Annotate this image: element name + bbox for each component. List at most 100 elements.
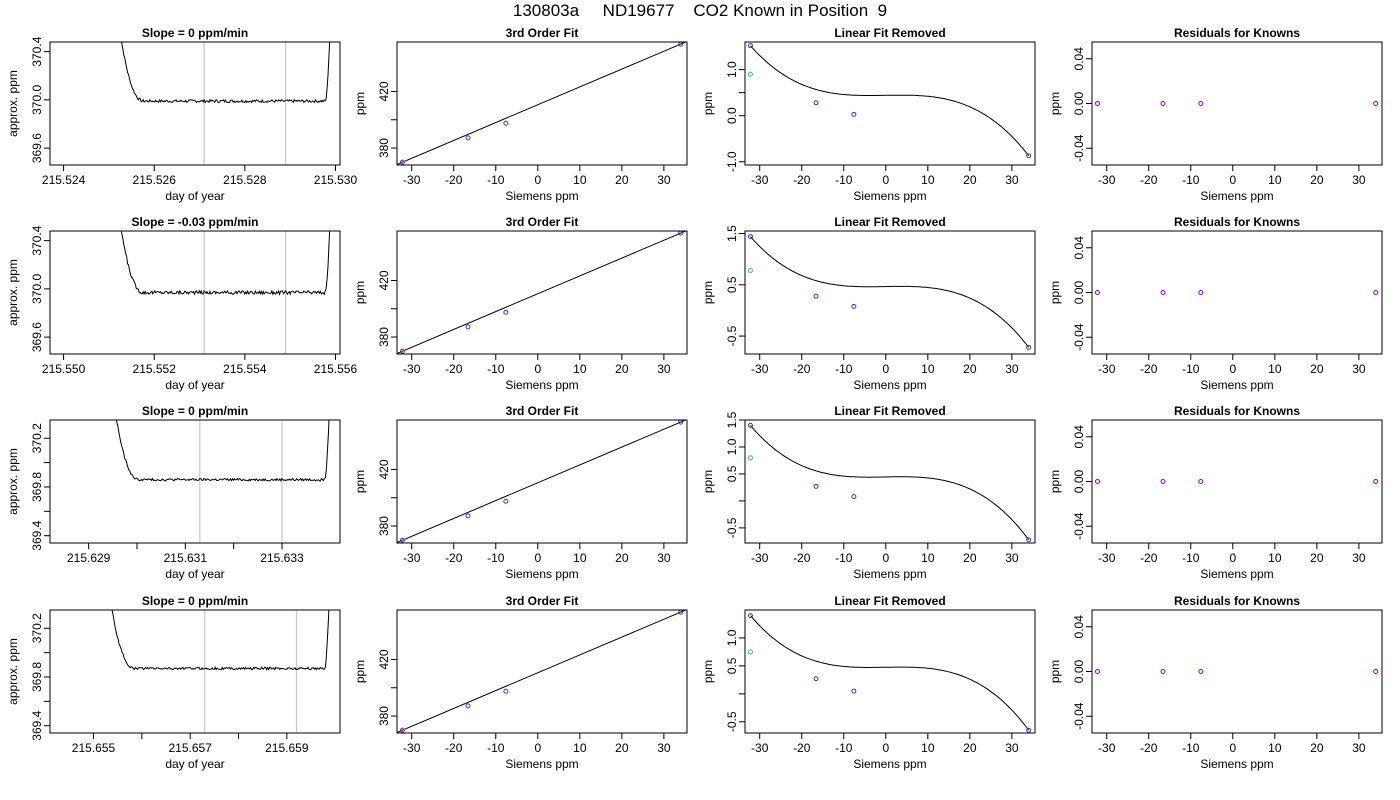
- x-tick-label: -10: [835, 173, 853, 187]
- plot-frame: [1091, 230, 1383, 355]
- panel-row4-residuals: Residuals for Knowns -30 -20 -10 0 10 20 30 -0.0…: [1048, 594, 1383, 771]
- x-tick-label: 10: [921, 551, 935, 565]
- x-tick-label: 20: [615, 362, 629, 376]
- data-layer: [747, 422, 1032, 543]
- x-axis-label: Siemens ppm: [853, 378, 926, 392]
- known-point: [1026, 153, 1032, 159]
- y-tick-label: -1.0: [725, 151, 739, 172]
- x-tick-label: 10: [573, 362, 587, 376]
- y-tick-label: 369.6: [30, 133, 44, 163]
- x-tick-label: -30: [403, 741, 421, 755]
- x-tick-label: -20: [793, 551, 811, 565]
- x-tick-label: 20: [963, 362, 977, 376]
- known-point: [1026, 727, 1032, 733]
- y-tick-label: 0.0: [725, 107, 739, 124]
- time-series-line: [121, 42, 331, 104]
- x-tick-label: -10: [487, 173, 505, 187]
- x-tick-label: 0: [882, 741, 889, 755]
- x-tick-label: 0: [1229, 551, 1236, 565]
- x-tick-label: 30: [657, 173, 671, 187]
- y-tick-label: 380: [377, 327, 391, 347]
- x-tick-label: -10: [487, 362, 505, 376]
- y-axis-label: approx. ppm: [6, 638, 20, 705]
- panel-title: Linear Fit Removed: [834, 215, 945, 229]
- y-axis-label: ppm: [701, 470, 715, 493]
- y-tick-label: 370.0: [30, 85, 44, 115]
- y-tick-label: 0.5: [725, 276, 739, 293]
- x-tick-label: 215.554: [223, 362, 267, 376]
- x-tick-label: 10: [1268, 362, 1282, 376]
- y-tick-label: 369.4: [30, 710, 44, 740]
- y-tick-label: -0.04: [1072, 512, 1086, 540]
- cubic-fit-curve: [750, 425, 1030, 541]
- sample-point: [747, 455, 753, 461]
- known-point: [813, 100, 819, 106]
- x-tick-label: -30: [751, 551, 769, 565]
- sample-point: [747, 267, 753, 273]
- x-axis-label: Siemens ppm: [505, 378, 578, 392]
- y-tick-label: 380: [377, 138, 391, 158]
- panel-row2-residuals: Residuals for Knowns -30 -20 -10 0 10 20 30 -0.0…: [1048, 215, 1383, 392]
- data-layer: [1094, 669, 1379, 674]
- x-tick-label: 30: [1352, 741, 1366, 755]
- x-tick-label: 20: [615, 173, 629, 187]
- plot-frame: [396, 419, 688, 544]
- residual-point: [1094, 669, 1100, 674]
- plot-frame: [49, 230, 341, 355]
- x-tick-label: -30: [403, 362, 421, 376]
- x-tick-label: -30: [1098, 362, 1116, 376]
- panel-row1-time: Slope = 0 ppm/min 215.524 215.526 215.528 21…: [6, 26, 358, 203]
- x-axis-label: day of year: [165, 189, 224, 203]
- data-layer: [1094, 101, 1379, 106]
- x-tick-label: 20: [963, 551, 977, 565]
- y-axis-label: ppm: [701, 92, 715, 115]
- data-layer: [397, 420, 687, 543]
- x-tick-label: -10: [1182, 551, 1200, 565]
- residual-point: [1373, 101, 1379, 106]
- panel-row1-fit: 3rd Order Fit -30 -20 -10 0 10 20 30 380 420 Sieme…: [353, 26, 688, 203]
- x-tick-label: 10: [921, 741, 935, 755]
- panel-row3-residuals: Residuals for Knowns -30 -20 -10 0 10 20 30 -0.0…: [1048, 404, 1383, 581]
- panel-row1-residuals: Residuals for Knowns -30 -20 -10 0 10 20 30 -0.0…: [1048, 26, 1383, 203]
- y-axis-label: ppm: [353, 281, 367, 304]
- y-tick-label: -0.5: [725, 711, 739, 732]
- y-tick-label: 1.0: [725, 438, 739, 455]
- panel-row2-time: Slope = -0.03 ppm/min 215.550 215.552 215.5…: [6, 215, 357, 392]
- data-layer: [1094, 479, 1379, 484]
- y-tick-label: 0.04: [1072, 236, 1086, 260]
- y-tick-label: 0.00: [1072, 91, 1086, 115]
- y-tick-label: 0.04: [1072, 425, 1086, 449]
- x-tick-label: -30: [751, 362, 769, 376]
- time-series-line: [111, 610, 330, 671]
- residual-point: [1160, 479, 1166, 484]
- x-axis-label: Siemens ppm: [505, 757, 578, 771]
- y-tick-label: 370.2: [30, 613, 44, 643]
- y-axis-label: ppm: [1048, 92, 1062, 115]
- y-tick-label: 1.0: [725, 61, 739, 78]
- x-tick-label: 215.659: [265, 741, 309, 755]
- y-tick-label: 420: [377, 270, 391, 290]
- x-tick-label: 30: [1005, 173, 1019, 187]
- x-tick-label: 20: [963, 173, 977, 187]
- data-layer: [115, 420, 330, 543]
- y-tick-label: 0.00: [1072, 280, 1086, 304]
- x-tick-label: 20: [963, 741, 977, 755]
- known-point: [1026, 344, 1032, 350]
- x-tick-label: 0: [534, 173, 541, 187]
- y-axis-label: ppm: [1048, 470, 1062, 493]
- data-layer: [121, 231, 331, 354]
- residual-point: [1198, 669, 1204, 674]
- x-tick-label: 215.530: [314, 173, 358, 187]
- y-tick-label: 0.04: [1072, 47, 1086, 71]
- y-tick-label: 420: [377, 459, 391, 479]
- residual-point: [1198, 479, 1204, 484]
- y-tick-label: 370.4: [30, 36, 44, 66]
- x-tick-label: 215.655: [72, 741, 116, 755]
- panel-title: Linear Fit Removed: [834, 404, 945, 418]
- known-point: [747, 613, 753, 619]
- y-axis-label: ppm: [1048, 281, 1062, 304]
- x-tick-label: 10: [1268, 173, 1282, 187]
- x-tick-label: 215.657: [168, 741, 212, 755]
- x-axis-label: Siemens ppm: [505, 567, 578, 581]
